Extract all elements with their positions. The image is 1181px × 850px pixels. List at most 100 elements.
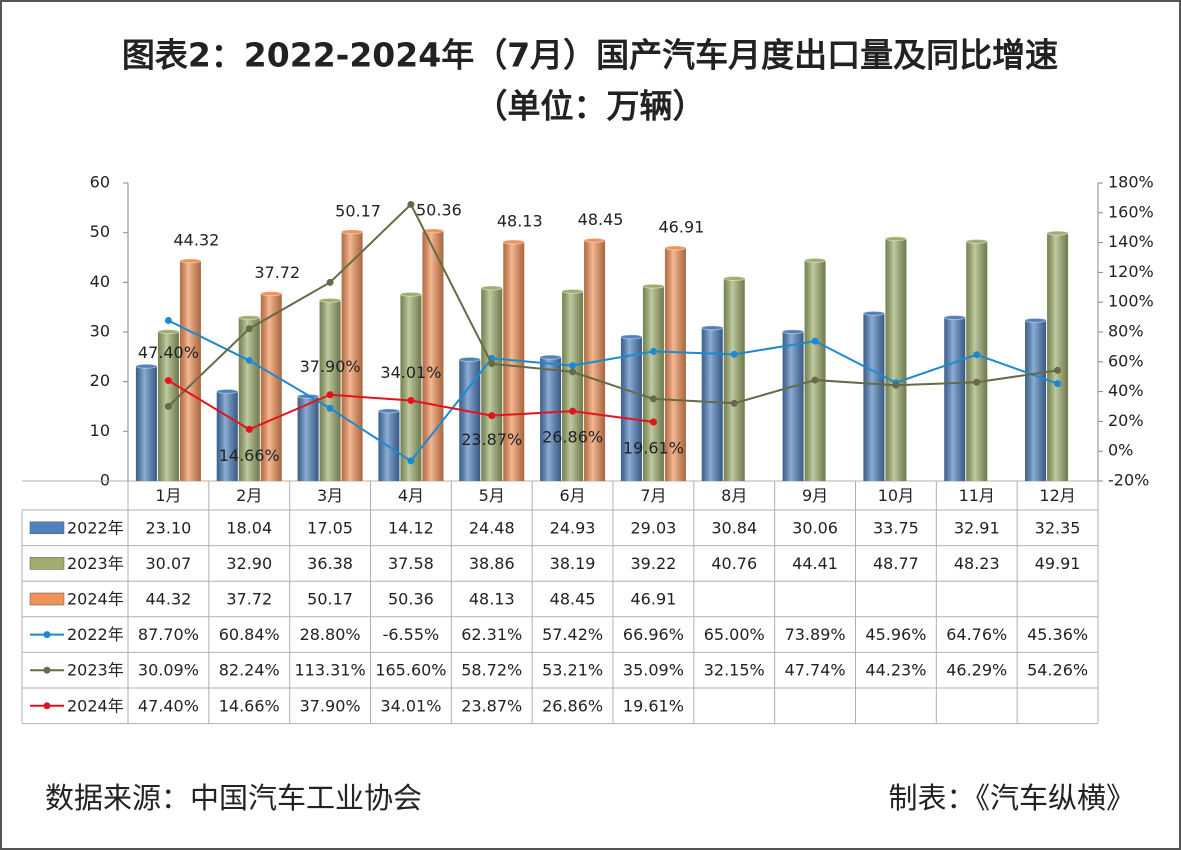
line-point [649,395,657,403]
x-tick-label: 7月 [640,486,666,505]
line-point [488,412,496,420]
legend-label: 2024年 [67,696,124,715]
table-cell: 37.90% [300,696,361,715]
line-point [245,357,253,365]
bar-shine [503,241,525,481]
bar-cap [583,237,606,243]
bar-cap [723,276,746,282]
bar-cap [620,334,643,340]
bar-cap [458,356,481,362]
y-tick-label: 60 [90,173,110,192]
line-point [164,317,172,325]
line-point [892,381,900,389]
line-point [488,360,496,368]
bar-cap [157,329,180,335]
table-cell: 47.40% [138,696,199,715]
bar-shine [863,313,885,481]
table-cell: 38.86 [469,554,515,573]
table-cell: 45.96% [865,625,926,644]
table-cell: 53.21% [542,661,603,680]
y-tick-label: 30 [90,322,110,341]
table-cell: 23.10 [146,518,192,537]
y2-tick-label: 20% [1108,411,1144,430]
table-cell: 26.86% [542,696,603,715]
table-cell: 44.41 [792,554,838,573]
bar-shine [966,241,988,481]
table-cell: 30.84 [711,518,757,537]
line-point [245,325,253,333]
data-label: 37.90% [300,357,361,376]
line-point [164,402,172,410]
x-tick-label: 6月 [559,486,585,505]
table-cell: 30.09% [138,661,199,680]
chart-subtitle: （单位：万辆） [475,87,706,126]
bar-shine [135,366,157,481]
table-cell: -6.55% [383,625,440,644]
table-cell: 46.91 [631,590,677,609]
table-cell: 36.38 [307,554,353,573]
table-cell: 28.80% [300,625,361,644]
bar-shine [885,238,907,481]
table-cell: 17.05 [307,518,353,537]
table-cell: 19.61% [623,696,684,715]
y2-tick-label: 0% [1108,441,1133,460]
bar-shine [540,357,562,481]
x-tick-label: 12月 [1039,486,1075,505]
data-label: 19.61% [623,438,684,457]
table-cell: 24.48 [469,518,515,537]
line-point [649,347,657,355]
y2-tick-label: 120% [1108,262,1154,281]
bar-cap [539,354,562,360]
line-point [326,278,334,286]
bar-cap [1024,317,1047,323]
line-point [811,337,819,345]
table-cell: 82.24% [219,661,280,680]
table-cell: 50.36 [388,590,434,609]
data-label: 50.36 [416,200,462,219]
bar-shine [319,300,341,481]
line-point [407,397,415,405]
legend-swatch [29,521,65,535]
x-tick-label: 5月 [479,486,505,505]
table-cell: 30.07 [146,554,192,573]
table-cell: 48.45 [550,590,596,609]
line-point [407,457,415,465]
table-cell: 73.89% [785,625,846,644]
bar-cap [179,258,202,264]
bar-cap [561,288,584,294]
data-label: 46.91 [659,218,705,237]
bar-shine [216,391,238,481]
data-label: 50.17 [335,201,381,220]
bar-cap [238,315,261,321]
table-cell: 49.91 [1035,554,1081,573]
bar-cap [341,229,364,235]
table-cell: 38.19 [550,554,596,573]
bar-cap [260,291,283,297]
data-label: 34.01% [380,363,441,382]
bar-cap [664,245,687,251]
x-tick-label: 3月 [317,486,343,505]
legend-swatch [43,702,51,710]
bar-shine [1025,320,1047,481]
table-cell: 32.91 [954,518,1000,537]
table-cell: 60.84% [219,625,280,644]
legend-label: 2023年 [67,661,124,680]
x-tick-label: 1月 [155,486,181,505]
line-point [164,377,172,385]
line-point [326,391,334,399]
table-cell: 64.76% [946,625,1007,644]
data-label: 47.40% [138,343,199,362]
line-point [973,351,981,359]
legend-swatch [43,666,51,674]
table-cell: 44.23% [865,661,926,680]
bar-shine [804,260,826,481]
bar-cap [782,329,805,335]
y-tick-label: 40 [90,272,110,291]
bar-cap [965,238,988,244]
table-cell: 32.90 [226,554,272,573]
line-point [730,350,738,358]
chart-title: 图表2：2022-2024年（7月）国产汽车月度出口量及同比增速 [122,36,1058,75]
table-cell: 29.03 [631,518,677,537]
legend-label: 2022年 [67,625,124,644]
table-cell: 66.96% [623,625,684,644]
